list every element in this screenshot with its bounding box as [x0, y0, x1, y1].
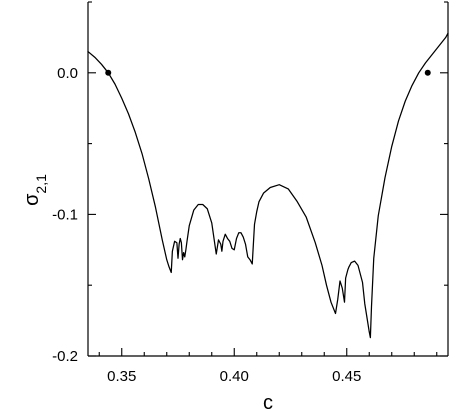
x-tick-label: 0.45: [332, 368, 361, 385]
axes-layer: [87, 2, 449, 357]
y-tick-label: 0.0: [57, 65, 78, 82]
y-axis-label: σ2,1: [21, 174, 49, 206]
x-axis-label: c: [263, 392, 273, 414]
y-tick-label: -0.2: [52, 348, 78, 365]
y-tick-label: -0.1: [52, 206, 78, 223]
data-point-marker: [105, 69, 112, 76]
x-tick-label: 0.35: [107, 368, 136, 385]
x-tick-label: 0.40: [220, 368, 249, 385]
y-axis-label-subscript: 2,1: [33, 174, 49, 194]
labels-layer: 0.0 -0.1 -0.2 0.35 0.40 0.45 c σ2,1: [21, 65, 361, 414]
y-axis-label-main: σ: [21, 193, 43, 206]
data-point-marker: [424, 69, 431, 76]
ticks-layer: [88, 1, 448, 357]
plot-layer: [87, 32, 449, 339]
series-line: [87, 32, 449, 339]
